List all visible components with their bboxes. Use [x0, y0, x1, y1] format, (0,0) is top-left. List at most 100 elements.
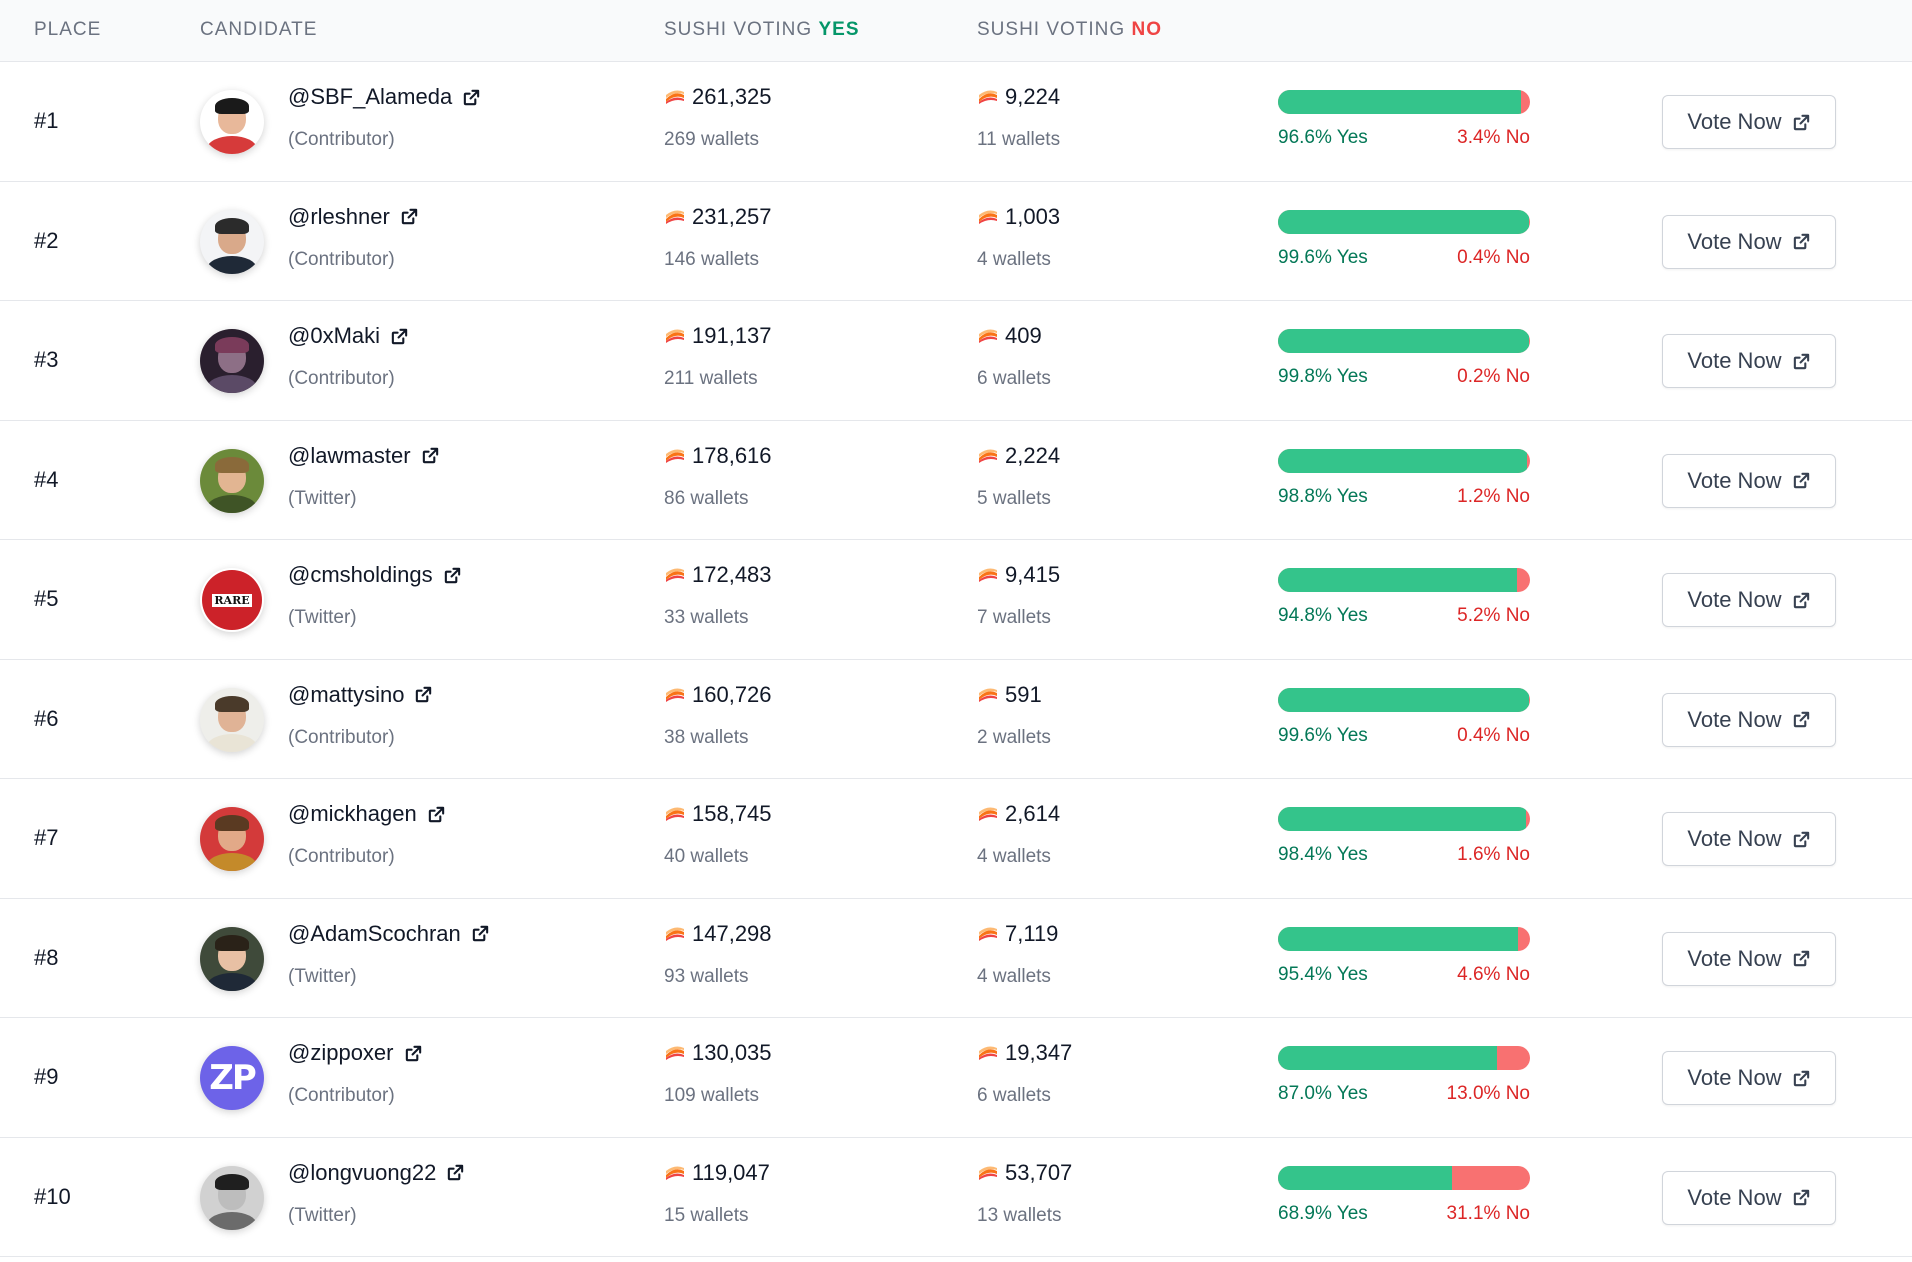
avatar	[200, 448, 264, 513]
vote-now-button[interactable]: Vote Now	[1662, 453, 1836, 508]
yes-amount-value: 172,483	[692, 562, 772, 587]
vote-now-button[interactable]: Vote Now	[1662, 1170, 1836, 1225]
candidate-handle-link[interactable]: @longvuong22	[288, 1160, 465, 1186]
candidate-handle: @rleshner	[288, 203, 390, 229]
avatar-hair	[215, 1173, 249, 1190]
yes-amount-value: 130,035	[692, 1040, 772, 1065]
avatar	[200, 329, 264, 393]
candidate-handle: @0xMaki	[288, 323, 381, 348]
no-amount-value: 2,614	[1005, 801, 1061, 826]
vote-now-button[interactable]: Vote Now	[1662, 931, 1836, 986]
external-link-icon	[422, 447, 438, 464]
sushi-icon	[979, 1166, 997, 1180]
yes-percentage: 99.6% Yes	[1278, 246, 1368, 268]
vote-now-button[interactable]: Vote Now	[1662, 1051, 1836, 1105]
external-link-icon	[1793, 1189, 1809, 1206]
sushi-icon	[666, 329, 684, 343]
yes-vote-amount: 191,137	[664, 323, 772, 349]
vote-ratio-yes-fill	[1278, 1046, 1498, 1070]
sushi-icon	[666, 688, 684, 702]
vote-now-label: Vote Now	[1687, 826, 1782, 851]
avatar-rare-logo: RARE	[200, 568, 264, 632]
avatar-body	[207, 972, 257, 991]
sushi-icon	[666, 90, 684, 104]
candidate-handle-link[interactable]: @0xMaki	[288, 323, 409, 349]
candidate-role: (Contributor)	[288, 846, 395, 867]
external-link-icon	[1793, 831, 1809, 847]
sushi-icon	[666, 1046, 684, 1060]
yes-percentage: 96.6% Yes	[1278, 127, 1368, 148]
vote-now-button[interactable]: Vote Now	[1662, 812, 1836, 866]
candidate-handle: @mattysino	[288, 681, 405, 707]
no-percentage: 31.1% No	[1446, 1202, 1530, 1224]
no-percentage: 4.6% No	[1457, 963, 1530, 985]
no-amount-value: 9,224	[1005, 84, 1061, 109]
yes-wallets: 15 wallets	[664, 1204, 749, 1226]
no-wallets: 6 wallets	[977, 1085, 1051, 1106]
no-wallets: 11 wallets	[977, 129, 1061, 150]
external-link-icon	[1793, 1070, 1809, 1086]
candidate-role: (Twitter)	[288, 1204, 357, 1226]
vote-ratio-bar	[1278, 448, 1530, 473]
table-row: #1 @SBF_Alameda (Contributor) 261,325 26…	[0, 62, 1912, 182]
no-vote-amount: 9,224	[977, 84, 1060, 110]
no-wallets: 4 wallets	[977, 248, 1051, 270]
yes-wallets: 269 wallets	[664, 129, 760, 150]
candidate-handle-link[interactable]: @AdamScochran	[288, 921, 490, 947]
vote-ratio-yes-fill	[1278, 807, 1526, 831]
avatar	[200, 687, 264, 752]
candidate-handle-link[interactable]: @mattysino	[288, 682, 433, 708]
yes-wallets: 40 wallets	[664, 846, 749, 867]
candidate-handle: @AdamScochran	[288, 920, 461, 946]
yes-wallets: 211 wallets	[664, 368, 758, 389]
place-rank: #1	[34, 108, 59, 133]
candidate-handle: @longvuong22	[288, 1159, 437, 1185]
vote-now-button[interactable]: Vote Now	[1662, 573, 1836, 627]
no-wallets: 5 wallets	[977, 487, 1051, 509]
yes-percentage: 87.0% Yes	[1278, 1083, 1368, 1104]
yes-percentage: 68.9% Yes	[1278, 1202, 1368, 1224]
avatar-body	[207, 853, 257, 871]
sushi-icon	[666, 568, 684, 582]
external-link-icon	[405, 1045, 421, 1061]
candidate-handle-link[interactable]: @zippoxer	[288, 1040, 423, 1066]
avatar-hair	[215, 217, 249, 234]
table-row: #6 @mattysino (Contributor) 160,726 38 w…	[0, 660, 1912, 779]
external-link-icon	[428, 806, 444, 822]
no-percentage: 1.6% No	[1457, 844, 1530, 865]
vote-ratio-yes-fill	[1278, 1165, 1452, 1190]
yes-amount-value: 191,137	[692, 323, 772, 348]
table-row: #3 @0xMaki (Contributor) 191,137 211 wal…	[0, 301, 1912, 421]
vote-ratio-bar	[1278, 687, 1530, 712]
candidate-handle-link[interactable]: @rleshner	[288, 204, 419, 230]
vote-now-button[interactable]: Vote Now	[1662, 214, 1836, 269]
avatar-hair	[215, 815, 249, 831]
no-amount-value: 2,224	[1005, 442, 1061, 468]
vote-now-button[interactable]: Vote Now	[1662, 95, 1836, 149]
vote-now-label: Vote Now	[1687, 348, 1782, 373]
external-link-icon	[444, 567, 460, 583]
yes-wallets: 38 wallets	[664, 726, 749, 748]
vote-ratio-yes-fill	[1278, 90, 1522, 114]
vote-ratio-yes-fill	[1278, 568, 1517, 592]
table-row: #7 @mickhagen (Contributor) 158,745 40 w…	[0, 779, 1912, 899]
yes-wallets: 109 wallets	[664, 1085, 760, 1106]
no-percentage: 1.2% No	[1457, 485, 1530, 507]
candidate-role: (Contributor)	[288, 248, 395, 270]
vote-ratio-bar	[1278, 807, 1530, 831]
candidate-handle-link[interactable]: @cmsholdings	[288, 562, 462, 588]
candidate-handle-link[interactable]: @mickhagen	[288, 801, 446, 827]
external-link-icon	[1793, 472, 1809, 489]
table-row: #10 @longvuong22 (Twitter) 119,047 15 wa…	[0, 1138, 1912, 1257]
external-link-icon	[448, 1164, 464, 1181]
avatar-body	[207, 733, 257, 752]
vote-now-button[interactable]: Vote Now	[1662, 334, 1836, 388]
header-yes-word: YES	[818, 19, 860, 40]
candidate-handle-link[interactable]: @lawmaster	[288, 443, 440, 469]
avatar-hair	[215, 456, 249, 473]
vote-now-button[interactable]: Vote Now	[1662, 692, 1836, 747]
yes-percentage: 95.4% Yes	[1278, 963, 1368, 985]
no-vote-amount: 53,707	[977, 1160, 1072, 1186]
candidate-handle-link[interactable]: @SBF_Alameda	[288, 84, 481, 110]
vote-ratio-bar	[1278, 209, 1530, 234]
